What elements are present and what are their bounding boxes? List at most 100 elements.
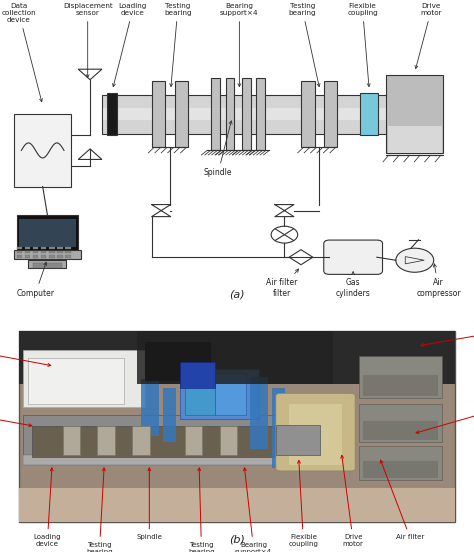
FancyBboxPatch shape — [23, 455, 337, 465]
Text: Displacement
sensor: Displacement sensor — [63, 3, 112, 77]
FancyBboxPatch shape — [185, 373, 215, 415]
FancyBboxPatch shape — [211, 78, 220, 150]
FancyBboxPatch shape — [256, 78, 265, 150]
FancyBboxPatch shape — [14, 250, 81, 259]
FancyBboxPatch shape — [386, 75, 443, 153]
FancyBboxPatch shape — [17, 215, 78, 250]
FancyBboxPatch shape — [163, 388, 176, 442]
FancyBboxPatch shape — [49, 251, 55, 253]
Text: Testing
bearing: Testing bearing — [164, 3, 191, 87]
Text: Loading
device: Loading device — [34, 468, 61, 548]
FancyBboxPatch shape — [17, 251, 22, 253]
FancyBboxPatch shape — [57, 251, 63, 253]
Text: Testing
bearing: Testing bearing — [86, 468, 113, 552]
FancyBboxPatch shape — [63, 426, 80, 455]
Text: Testing
bearing: Testing bearing — [289, 3, 320, 87]
FancyBboxPatch shape — [180, 369, 259, 419]
Text: Air
compressor: Air compressor — [421, 325, 474, 346]
FancyBboxPatch shape — [359, 356, 442, 398]
FancyBboxPatch shape — [14, 114, 71, 187]
FancyBboxPatch shape — [364, 421, 438, 440]
Text: Air
compressor: Air compressor — [416, 264, 461, 298]
FancyBboxPatch shape — [175, 81, 188, 147]
FancyBboxPatch shape — [33, 247, 38, 249]
FancyBboxPatch shape — [49, 255, 55, 258]
FancyBboxPatch shape — [215, 373, 246, 415]
FancyBboxPatch shape — [180, 362, 215, 388]
FancyBboxPatch shape — [185, 426, 202, 455]
Text: Testing
bearing: Testing bearing — [188, 468, 215, 552]
FancyBboxPatch shape — [324, 240, 383, 274]
FancyBboxPatch shape — [107, 93, 117, 135]
FancyBboxPatch shape — [276, 424, 320, 455]
Text: Loading
device: Loading device — [112, 3, 147, 87]
FancyBboxPatch shape — [19, 331, 455, 522]
FancyBboxPatch shape — [388, 126, 442, 152]
FancyBboxPatch shape — [27, 358, 124, 404]
FancyBboxPatch shape — [19, 219, 76, 247]
FancyBboxPatch shape — [65, 247, 71, 249]
FancyBboxPatch shape — [49, 247, 55, 249]
FancyBboxPatch shape — [242, 78, 251, 150]
FancyBboxPatch shape — [289, 404, 342, 465]
FancyBboxPatch shape — [33, 263, 62, 268]
FancyBboxPatch shape — [33, 255, 38, 258]
Text: Bearing
support×4: Bearing support×4 — [235, 468, 272, 552]
Text: Data
collection
device: Data collection device — [1, 3, 42, 102]
FancyBboxPatch shape — [272, 388, 285, 469]
Text: Drive
motor: Drive motor — [341, 455, 364, 548]
FancyBboxPatch shape — [226, 78, 234, 150]
FancyBboxPatch shape — [25, 251, 30, 253]
Text: (b): (b) — [229, 534, 245, 544]
Text: Spindle: Spindle — [137, 468, 162, 540]
Text: Flexible
coupling: Flexible coupling — [288, 460, 319, 548]
FancyBboxPatch shape — [359, 404, 442, 442]
FancyBboxPatch shape — [141, 379, 158, 436]
FancyBboxPatch shape — [23, 415, 337, 461]
Text: Bearing
support×4: Bearing support×4 — [220, 3, 259, 87]
FancyBboxPatch shape — [23, 350, 146, 407]
FancyBboxPatch shape — [301, 81, 315, 147]
FancyBboxPatch shape — [41, 251, 46, 253]
Text: Gas
cylinders: Gas cylinders — [416, 402, 474, 433]
FancyBboxPatch shape — [19, 487, 455, 522]
FancyBboxPatch shape — [364, 375, 438, 396]
FancyBboxPatch shape — [132, 426, 150, 455]
FancyBboxPatch shape — [324, 81, 337, 147]
Text: Gas
cylinders: Gas cylinders — [336, 272, 371, 298]
FancyBboxPatch shape — [17, 247, 22, 249]
FancyBboxPatch shape — [25, 247, 30, 249]
FancyBboxPatch shape — [360, 93, 378, 135]
FancyBboxPatch shape — [65, 251, 71, 253]
Text: Air filter: Air filter — [380, 460, 424, 540]
FancyBboxPatch shape — [25, 255, 30, 258]
FancyBboxPatch shape — [98, 426, 115, 455]
FancyBboxPatch shape — [17, 255, 22, 258]
Text: Computer: Computer — [17, 262, 55, 298]
Text: Flexible
coupling: Flexible coupling — [347, 3, 378, 87]
FancyBboxPatch shape — [33, 251, 38, 253]
FancyBboxPatch shape — [41, 247, 46, 249]
FancyBboxPatch shape — [250, 377, 267, 449]
FancyBboxPatch shape — [32, 426, 328, 457]
Text: (a): (a) — [229, 289, 245, 299]
Text: Drive
motor: Drive motor — [415, 3, 442, 68]
FancyBboxPatch shape — [276, 394, 355, 471]
FancyBboxPatch shape — [364, 461, 438, 478]
FancyBboxPatch shape — [57, 247, 63, 249]
FancyBboxPatch shape — [102, 95, 419, 134]
FancyBboxPatch shape — [57, 255, 63, 258]
FancyBboxPatch shape — [359, 445, 442, 480]
Circle shape — [396, 248, 434, 272]
FancyBboxPatch shape — [146, 342, 211, 381]
Text: Data
collection
device: Data collection device — [0, 341, 51, 367]
FancyBboxPatch shape — [137, 331, 333, 384]
FancyBboxPatch shape — [19, 331, 455, 384]
FancyBboxPatch shape — [152, 81, 165, 147]
FancyBboxPatch shape — [41, 255, 46, 258]
Text: Air filter
filter: Air filter filter — [266, 269, 299, 298]
Text: Displacement
sensor: Displacement sensor — [0, 407, 32, 427]
FancyBboxPatch shape — [219, 426, 237, 455]
Text: Spindle: Spindle — [204, 121, 232, 178]
FancyBboxPatch shape — [103, 108, 419, 120]
